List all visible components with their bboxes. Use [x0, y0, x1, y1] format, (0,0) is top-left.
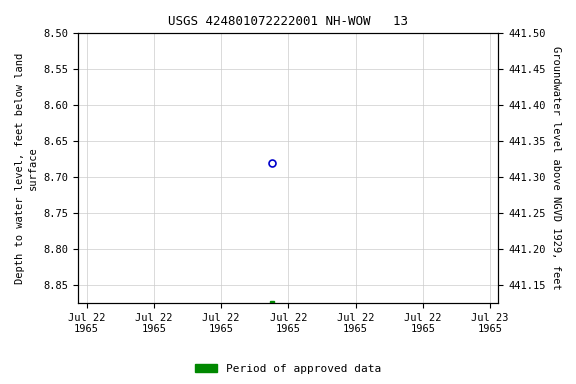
- Y-axis label: Depth to water level, feet below land
surface: Depth to water level, feet below land su…: [15, 53, 38, 284]
- Title: USGS 424801072222001 NH-WOW   13: USGS 424801072222001 NH-WOW 13: [168, 15, 408, 28]
- Legend: Period of approved data: Period of approved data: [191, 359, 385, 379]
- Y-axis label: Groundwater level above NGVD 1929, feet: Groundwater level above NGVD 1929, feet: [551, 46, 561, 290]
